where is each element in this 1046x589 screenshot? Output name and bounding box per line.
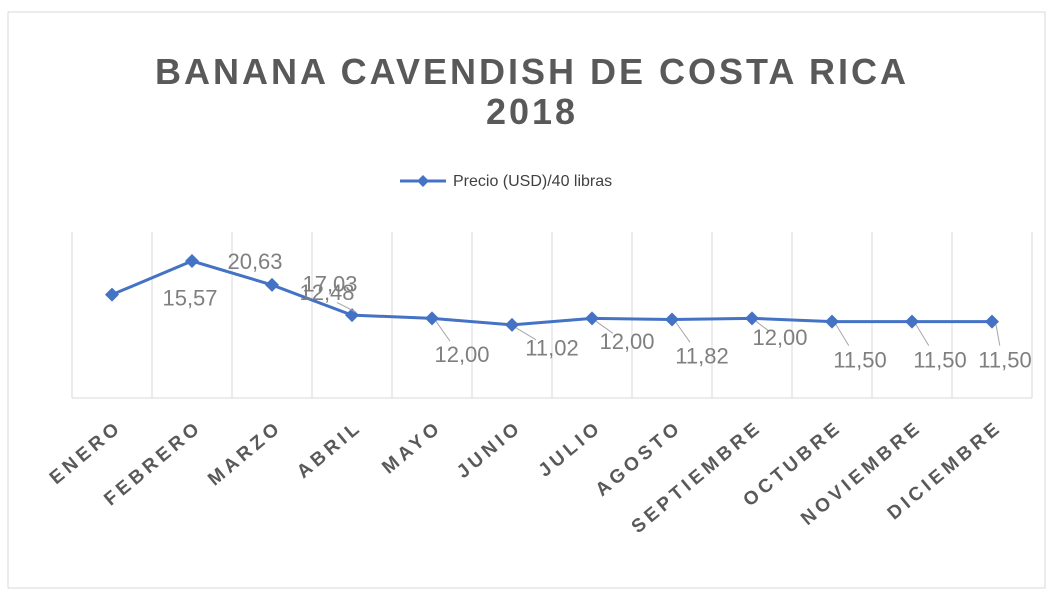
legend-marker	[417, 175, 429, 187]
leader-line	[595, 320, 614, 334]
data-point	[585, 311, 599, 326]
data-label: 12,00	[599, 329, 654, 354]
data-label: 11,02	[525, 336, 578, 361]
data-label: 11,50	[833, 347, 886, 372]
data-line	[111, 259, 992, 327]
data-label: 11,50	[913, 347, 966, 372]
title-line: BANANA CAVENDISH DE COSTA RICA	[155, 51, 909, 92]
leader-line	[435, 321, 451, 342]
legend-label: Precio (USD)/40 libras	[453, 173, 612, 190]
leader-line	[336, 302, 357, 313]
data-point	[825, 314, 839, 329]
leader-line	[995, 324, 1001, 346]
leader-line	[915, 324, 930, 346]
chart-title: BANANA CAVENDISH DE COSTA RICA 2018	[155, 51, 909, 132]
data-point	[985, 314, 999, 329]
data-label: 12,48	[299, 280, 354, 305]
data-point	[905, 314, 919, 329]
data-point	[665, 312, 679, 327]
data-point	[425, 311, 439, 326]
data-point	[185, 254, 199, 269]
data-label: 12,00	[752, 325, 807, 350]
data-point	[505, 317, 519, 332]
data-label: 17,03	[302, 272, 357, 297]
data-point	[265, 277, 279, 292]
data-label: 20,63	[227, 249, 282, 274]
title-line: 2018	[486, 91, 578, 132]
leader-line	[675, 322, 691, 343]
leader-line	[515, 327, 537, 341]
leader-line	[755, 320, 770, 332]
data-label: 11,82	[675, 343, 728, 368]
data-point	[745, 311, 759, 326]
leader-line	[835, 324, 850, 346]
data-label: 12,00	[434, 342, 489, 367]
data-label: 15,57	[162, 285, 217, 310]
data-label: 11,50	[978, 347, 1031, 372]
data-point	[105, 287, 119, 302]
